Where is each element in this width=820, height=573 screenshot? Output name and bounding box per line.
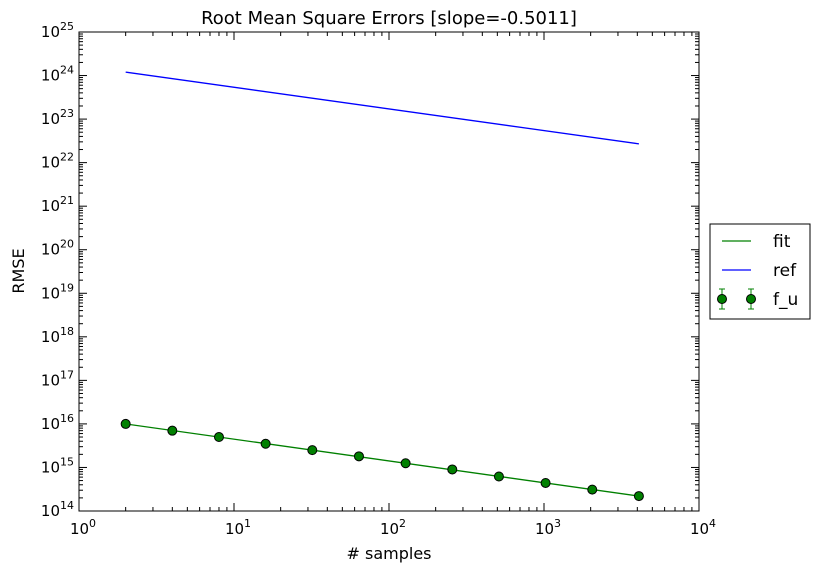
legend-marker-f_u (717, 294, 727, 304)
x-tick-label-exponent: 2 (399, 517, 406, 530)
legend: fit ref f_u (709, 223, 811, 320)
y-tick-label: 1018 (41, 325, 74, 346)
y-tick-label-exponent: 15 (60, 455, 74, 468)
legend-label-f_u: f_u (773, 290, 798, 310)
y-tick-label-exponent: 16 (60, 412, 74, 425)
y-tick-label: 1025 (41, 20, 74, 41)
plot-frame (78, 31, 700, 512)
series-line-fit (125, 423, 640, 497)
legend-items: fit ref f_u (717, 232, 798, 310)
y-tick-label: 1022 (41, 151, 74, 172)
y-tick-label: 1017 (41, 368, 74, 389)
data-point-f_u (213, 432, 224, 443)
y-tick-label-base: 10 (41, 371, 60, 389)
x-tick-label: 100 (70, 517, 96, 538)
y-axis-label: RMSE (9, 248, 28, 293)
data-point-f_u (167, 425, 178, 436)
y-tick-label: 1021 (41, 194, 74, 215)
legend-label-ref: ref (773, 261, 797, 281)
x-tick-label-base: 10 (535, 520, 554, 538)
data-point-f_u (587, 484, 598, 495)
x-tick-label-exponent: 3 (554, 517, 561, 530)
x-tick-label-base: 10 (380, 520, 399, 538)
x-tick-label: 103 (535, 517, 561, 538)
x-tick-label-base: 10 (690, 520, 709, 538)
y-tick-label-exponent: 18 (60, 325, 74, 338)
series-line-ref (125, 71, 640, 145)
y-tick-label-base: 10 (41, 241, 60, 259)
x-tick-label: 102 (380, 517, 406, 538)
data-point-f_u (260, 438, 271, 449)
y-tick-label: 1024 (41, 64, 74, 85)
data-point-f_u (493, 471, 504, 482)
legend-frame (709, 223, 811, 320)
x-tick-label-base: 10 (225, 520, 244, 538)
data-point-f_u (633, 491, 644, 502)
y-tick-label-base: 10 (41, 284, 60, 302)
y-tick-label-exponent: 22 (60, 151, 74, 164)
y-tick-label-exponent: 17 (60, 368, 74, 381)
series-layer (120, 71, 644, 502)
y-tick-label-base: 10 (41, 458, 60, 476)
y-tick-label-exponent: 23 (60, 107, 74, 120)
x-axis-label: # samples (347, 544, 432, 563)
y-tick-label: 1014 (41, 499, 74, 520)
y-tick-label-exponent: 14 (60, 499, 74, 512)
legend-marker-f_u (746, 294, 756, 304)
x-tick-label-exponent: 4 (709, 517, 716, 530)
y-tick-label-base: 10 (41, 23, 60, 41)
y-tick-label-base: 10 (41, 415, 60, 433)
data-point-f_u (447, 464, 458, 475)
y-tick-label: 1019 (41, 281, 74, 302)
y-tick-label-base: 10 (41, 502, 60, 520)
chart-title: Root Mean Square Errors [slope=-0.5011] (201, 8, 577, 29)
data-point-f_u (400, 458, 411, 469)
y-tick-label-base: 10 (41, 328, 60, 346)
y-tick-label-base: 10 (41, 67, 60, 85)
y-tick-label-exponent: 21 (60, 194, 74, 207)
y-tick-label-base: 10 (41, 154, 60, 172)
y-tick-label-exponent: 19 (60, 281, 74, 294)
y-tick-label: 1020 (41, 238, 74, 259)
y-tick-label: 1016 (41, 412, 74, 433)
y-tick-label-exponent: 25 (60, 20, 74, 33)
y-tick-label-base: 10 (41, 110, 60, 128)
y-tick-label-base: 10 (41, 197, 60, 215)
tick-labels: 100 101 102 103 1041014101510161017101810191… (41, 20, 716, 538)
data-point-f_u (540, 477, 551, 488)
y-tick-label: 1023 (41, 107, 74, 128)
data-point-f_u (120, 418, 131, 429)
y-tick-label-exponent: 24 (60, 64, 74, 77)
x-tick-label-base: 10 (70, 520, 89, 538)
x-tick-label: 104 (690, 517, 716, 538)
legend-label-fit: fit (773, 232, 791, 252)
y-tick-label-exponent: 20 (60, 238, 74, 251)
x-tick-label-exponent: 1 (244, 517, 251, 530)
y-tick-label: 1015 (41, 455, 74, 476)
data-point-f_u (353, 451, 364, 462)
x-tick-label: 101 (225, 517, 251, 538)
plot-area (79, 32, 699, 511)
x-tick-label-exponent: 0 (89, 517, 96, 530)
data-point-f_u (307, 445, 318, 456)
